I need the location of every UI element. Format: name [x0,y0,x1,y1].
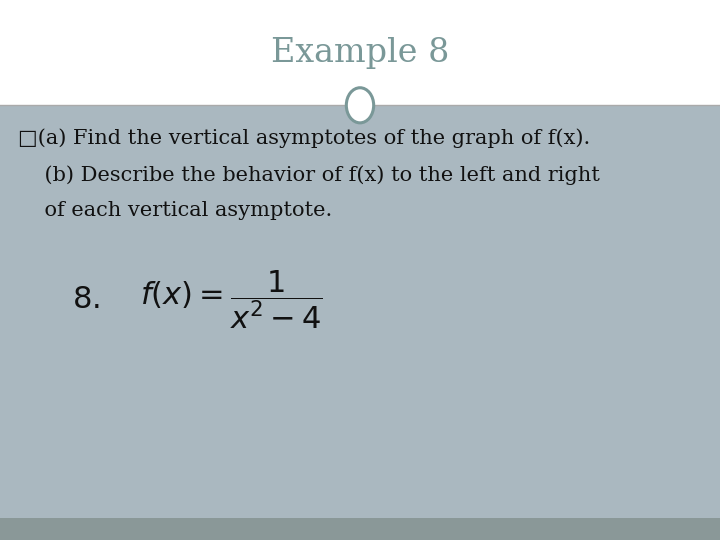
Bar [0,0,720,105]
Ellipse shape [346,87,374,123]
Text: of each vertical asymptote.: of each vertical asymptote. [18,201,332,220]
Text: $8.$: $8.$ [72,284,100,315]
Text: $f(x)=\dfrac{1}{x^2-4}$: $f(x)=\dfrac{1}{x^2-4}$ [140,268,323,331]
Text: (b) Describe the behavior of f(x) to the left and right: (b) Describe the behavior of f(x) to the… [18,166,600,185]
Text: □(a) Find the vertical asymptotes of the graph of f(x).: □(a) Find the vertical asymptotes of the… [18,128,590,147]
Text: Example 8: Example 8 [271,37,449,69]
Bar [0,518,720,540]
